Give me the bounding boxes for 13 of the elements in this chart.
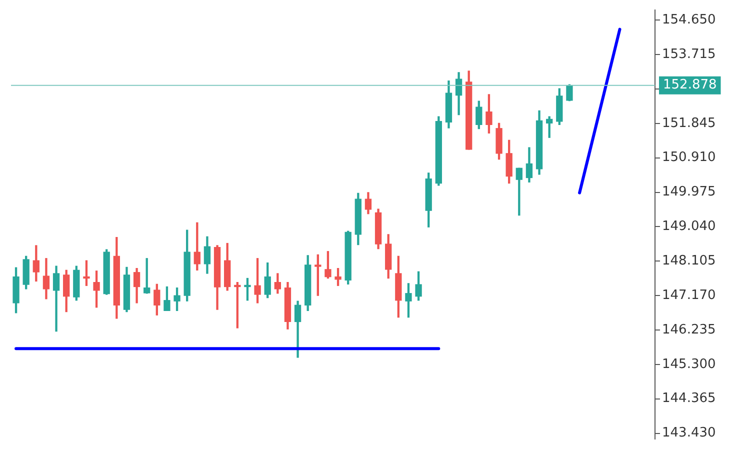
y-tick-label: 149.975 <box>662 184 716 200</box>
y-tick-label: 143.430 <box>662 426 716 441</box>
y-tick-label: 151.845 <box>662 116 716 131</box>
y-tick-label: 144.365 <box>662 391 716 406</box>
ref-line-label: 152.878 <box>663 78 717 93</box>
y-tick-label: 154.650 <box>662 12 716 28</box>
y-tick-label: 146.235 <box>662 322 716 338</box>
y-tick-label: 148.105 <box>662 254 716 269</box>
y-tick-label: 153.715 <box>662 46 716 62</box>
y-tick-label: 150.910 <box>662 150 716 166</box>
y-tick-label: 147.170 <box>662 288 716 303</box>
y-tick-label: 145.300 <box>662 356 716 372</box>
y-tick-label: 149.040 <box>662 219 716 234</box>
